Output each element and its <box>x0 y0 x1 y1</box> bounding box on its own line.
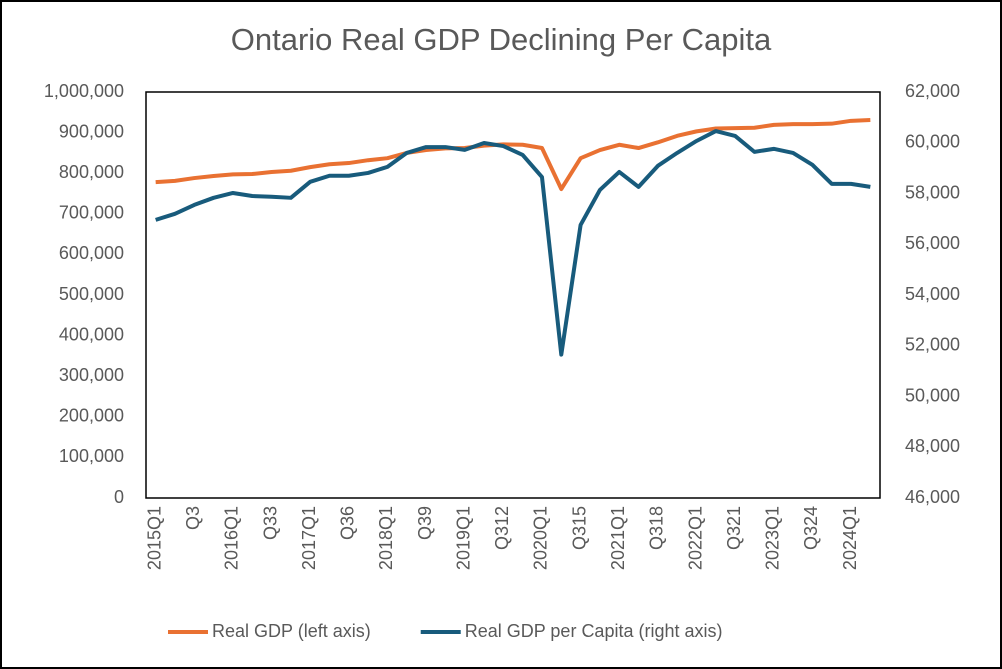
x-tick-label: Q36 <box>338 506 358 540</box>
x-tick-label: Q318 <box>647 506 667 550</box>
y-tick-label: 600,000 <box>59 243 124 263</box>
y2-tick-label: 48,000 <box>905 436 960 456</box>
y-tick-label: 0 <box>114 487 124 507</box>
series-line <box>155 118 871 192</box>
y-tick-label: 700,000 <box>59 203 124 223</box>
y-tick-label: 300,000 <box>59 365 124 385</box>
y-tick-label: 200,000 <box>59 406 124 426</box>
x-tick-label: Q321 <box>724 506 744 550</box>
x-tick-label: 2019Q1 <box>453 506 473 570</box>
y2-tick-label: 46,000 <box>905 487 960 507</box>
series-line <box>155 129 871 357</box>
x-tick-label: Q33 <box>260 506 280 540</box>
y-tick-label: 1,000,000 <box>44 81 124 101</box>
y2-tick-label: 58,000 <box>905 182 960 202</box>
x-tick-label: 2021Q1 <box>608 506 628 570</box>
y2-tick-label: 62,000 <box>905 81 960 101</box>
x-tick-label: Q3 <box>183 506 203 530</box>
y-tick-label: 900,000 <box>59 121 124 141</box>
y-tick-label: 400,000 <box>59 324 124 344</box>
y2-tick-label: 56,000 <box>905 233 960 253</box>
x-tick-label: 2022Q1 <box>685 506 705 570</box>
x-tick-label: Q312 <box>492 506 512 550</box>
legend-label: Real GDP (left axis) <box>212 621 371 641</box>
y-tick-label: 100,000 <box>59 446 124 466</box>
x-tick-label: 2016Q1 <box>222 506 242 570</box>
x-tick-label: 2024Q1 <box>840 506 860 570</box>
x-tick-label: Q324 <box>801 506 821 550</box>
x-tick-label: Q39 <box>415 506 435 540</box>
y-tick-label: 800,000 <box>59 162 124 182</box>
x-tick-label: 2017Q1 <box>299 506 319 570</box>
y2-tick-label: 52,000 <box>905 335 960 355</box>
x-tick-label: 2018Q1 <box>376 506 396 570</box>
plot-border <box>145 91 881 499</box>
y-tick-label: 500,000 <box>59 284 124 304</box>
y2-tick-label: 50,000 <box>905 385 960 405</box>
legend-label: Real GDP per Capita (right axis) <box>465 621 723 641</box>
x-tick-label: 2023Q1 <box>763 506 783 570</box>
chart-title: Ontario Real GDP Declining Per Capita <box>231 22 772 57</box>
x-tick-label: 2015Q1 <box>144 506 164 570</box>
y2-tick-label: 54,000 <box>905 284 960 304</box>
x-tick-label: 2020Q1 <box>531 506 551 570</box>
y2-tick-label: 60,000 <box>905 132 960 152</box>
x-tick-label: Q315 <box>569 506 589 550</box>
